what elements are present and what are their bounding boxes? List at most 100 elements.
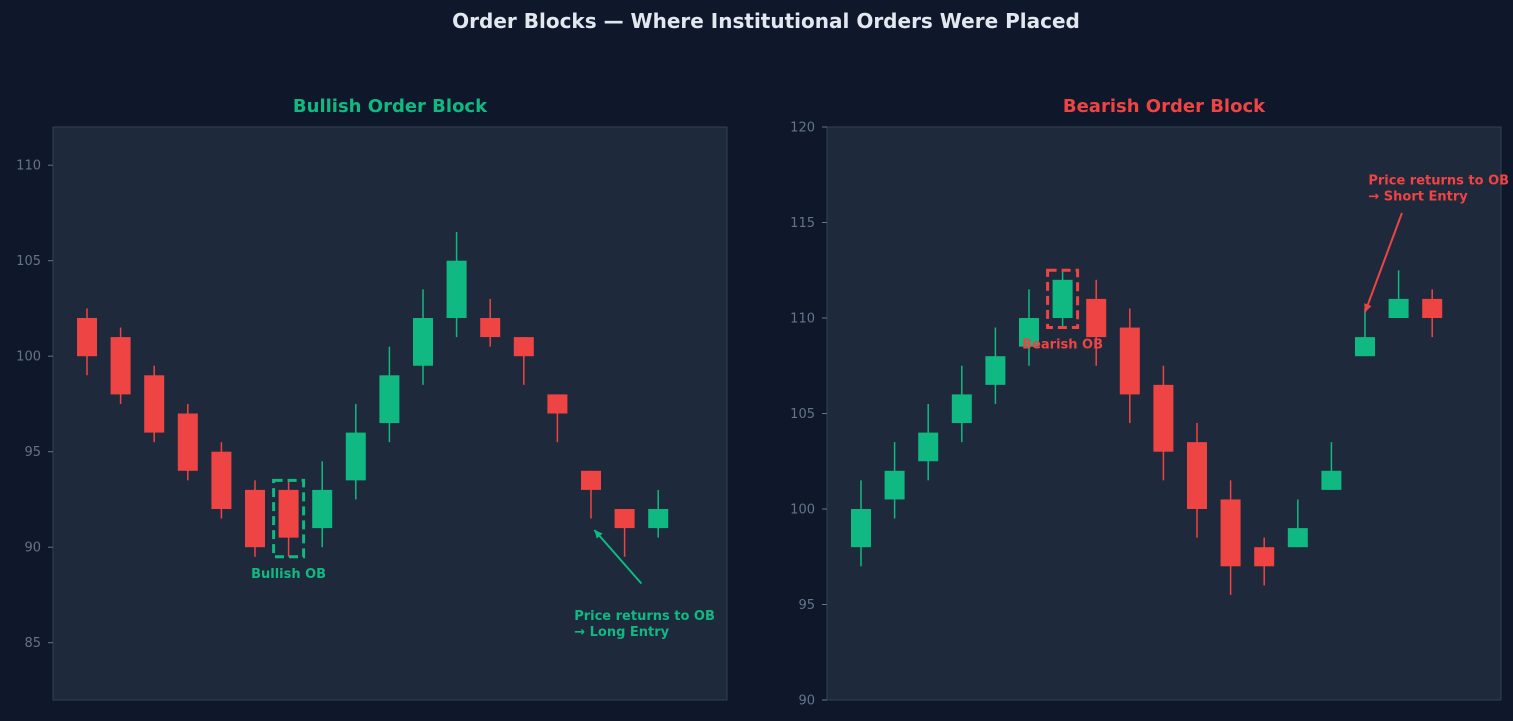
candle — [245, 480, 265, 557]
candle — [851, 480, 871, 567]
candle-body — [144, 375, 165, 433]
candle — [312, 461, 333, 548]
candle-body — [851, 509, 871, 548]
candle-body — [1220, 499, 1241, 567]
candle-body — [1321, 470, 1342, 490]
candle — [1287, 499, 1308, 548]
candle — [513, 337, 534, 385]
bearish-entry-annotation-line: Price returns to OB — [1368, 173, 1509, 188]
candle — [1052, 270, 1073, 328]
candle-body — [581, 470, 601, 490]
candle-body — [446, 260, 467, 318]
candle — [884, 442, 905, 519]
bearish-order-block-chart: Bearish Order Block 90 95 100 105 110 115 120 B… — [790, 96, 1509, 709]
figure-title: Order Blocks — Where Institutional Order… — [452, 9, 1080, 33]
candle — [648, 489, 669, 538]
candle — [278, 480, 299, 557]
candle-body — [513, 337, 534, 357]
candle-body — [648, 509, 669, 529]
candle — [110, 327, 131, 404]
bearish-entry-arrow-shaft — [1364, 212, 1403, 313]
bullish-order-block-chart: Bullish Order Block 85 90 95 100 105 110 Bulli… — [16, 96, 728, 701]
candle-body — [985, 356, 1006, 385]
y-tick-label: 95 — [798, 598, 815, 613]
candle-body — [1086, 298, 1107, 338]
candle-body — [211, 451, 232, 509]
bearish-entry-annotation-line: → Short Entry — [1368, 189, 1468, 204]
candle-body — [1119, 327, 1140, 395]
candle-body — [1355, 337, 1375, 357]
candle-body — [413, 318, 433, 366]
y-tick-label: 110 — [16, 159, 41, 174]
candle-body — [547, 394, 568, 414]
y-tick-label: 105 — [790, 407, 815, 422]
y-tick-label: 100 — [790, 503, 815, 518]
candle — [211, 442, 232, 519]
candle — [480, 298, 501, 347]
candle-body — [379, 375, 400, 424]
candle — [1321, 442, 1342, 490]
candle-body — [1187, 442, 1207, 509]
candle-body — [345, 432, 366, 481]
candle — [1254, 537, 1275, 586]
candle — [547, 394, 568, 443]
candle — [144, 365, 165, 443]
candle — [1388, 270, 1409, 318]
candle-body — [918, 432, 939, 462]
candle-body — [1254, 547, 1275, 567]
candle — [379, 346, 400, 443]
candle — [345, 403, 366, 500]
y-tick-label: 85 — [24, 636, 41, 651]
bearish-chart-title: Bearish Order Block — [1063, 96, 1266, 117]
candle — [1422, 289, 1443, 338]
candle-body — [77, 318, 97, 357]
bullish-order-block-highlight — [272, 478, 306, 559]
candle — [1355, 308, 1375, 357]
candle-body — [177, 413, 198, 471]
candle — [985, 327, 1006, 404]
bullish-entry-arrow-head — [594, 530, 603, 539]
bullish-entry-annotation-line: → Long Entry — [574, 625, 669, 640]
candle-body — [614, 509, 635, 529]
candle-body — [1287, 528, 1308, 548]
candle — [1187, 423, 1207, 538]
y-tick-label: 105 — [16, 254, 41, 269]
candle-body — [480, 318, 501, 338]
candle — [1153, 365, 1174, 481]
candle — [1119, 308, 1140, 424]
candle-body — [278, 489, 299, 538]
candle-body — [1052, 279, 1073, 318]
bearish-order-block-highlight — [1046, 268, 1080, 330]
candle-body — [1388, 298, 1409, 318]
candle — [446, 232, 467, 338]
candle — [951, 365, 972, 443]
candle-body — [884, 470, 905, 500]
bearish-entry-arrow-head — [1364, 303, 1372, 313]
candle-body — [1422, 298, 1443, 318]
candle — [77, 308, 97, 376]
candle — [1019, 289, 1039, 366]
candle-body — [951, 394, 972, 424]
bullish-chart-title: Bullish Order Block — [293, 96, 488, 117]
candle — [581, 470, 601, 519]
y-tick-label: 95 — [24, 445, 41, 460]
candle — [1220, 480, 1241, 595]
candle — [614, 509, 635, 557]
candle — [177, 403, 198, 481]
candle — [918, 403, 939, 481]
y-tick-label: 100 — [16, 350, 41, 365]
bullish-ob-label: Bullish OB — [251, 567, 326, 582]
y-tick-label: 115 — [790, 216, 815, 231]
candle — [1086, 279, 1107, 366]
bullish-entry-arrow-shaft — [593, 529, 643, 585]
candle — [413, 289, 433, 385]
candle-body — [245, 489, 265, 548]
y-tick-label: 120 — [790, 121, 815, 136]
y-tick-label: 110 — [790, 312, 815, 327]
bearish-ob-label: Bearish OB — [1022, 338, 1103, 353]
candle-body — [1019, 318, 1039, 347]
bullish-entry-annotation-line: Price returns to OB — [574, 609, 715, 624]
y-tick-label: 90 — [798, 694, 815, 709]
candle-body — [110, 337, 131, 395]
